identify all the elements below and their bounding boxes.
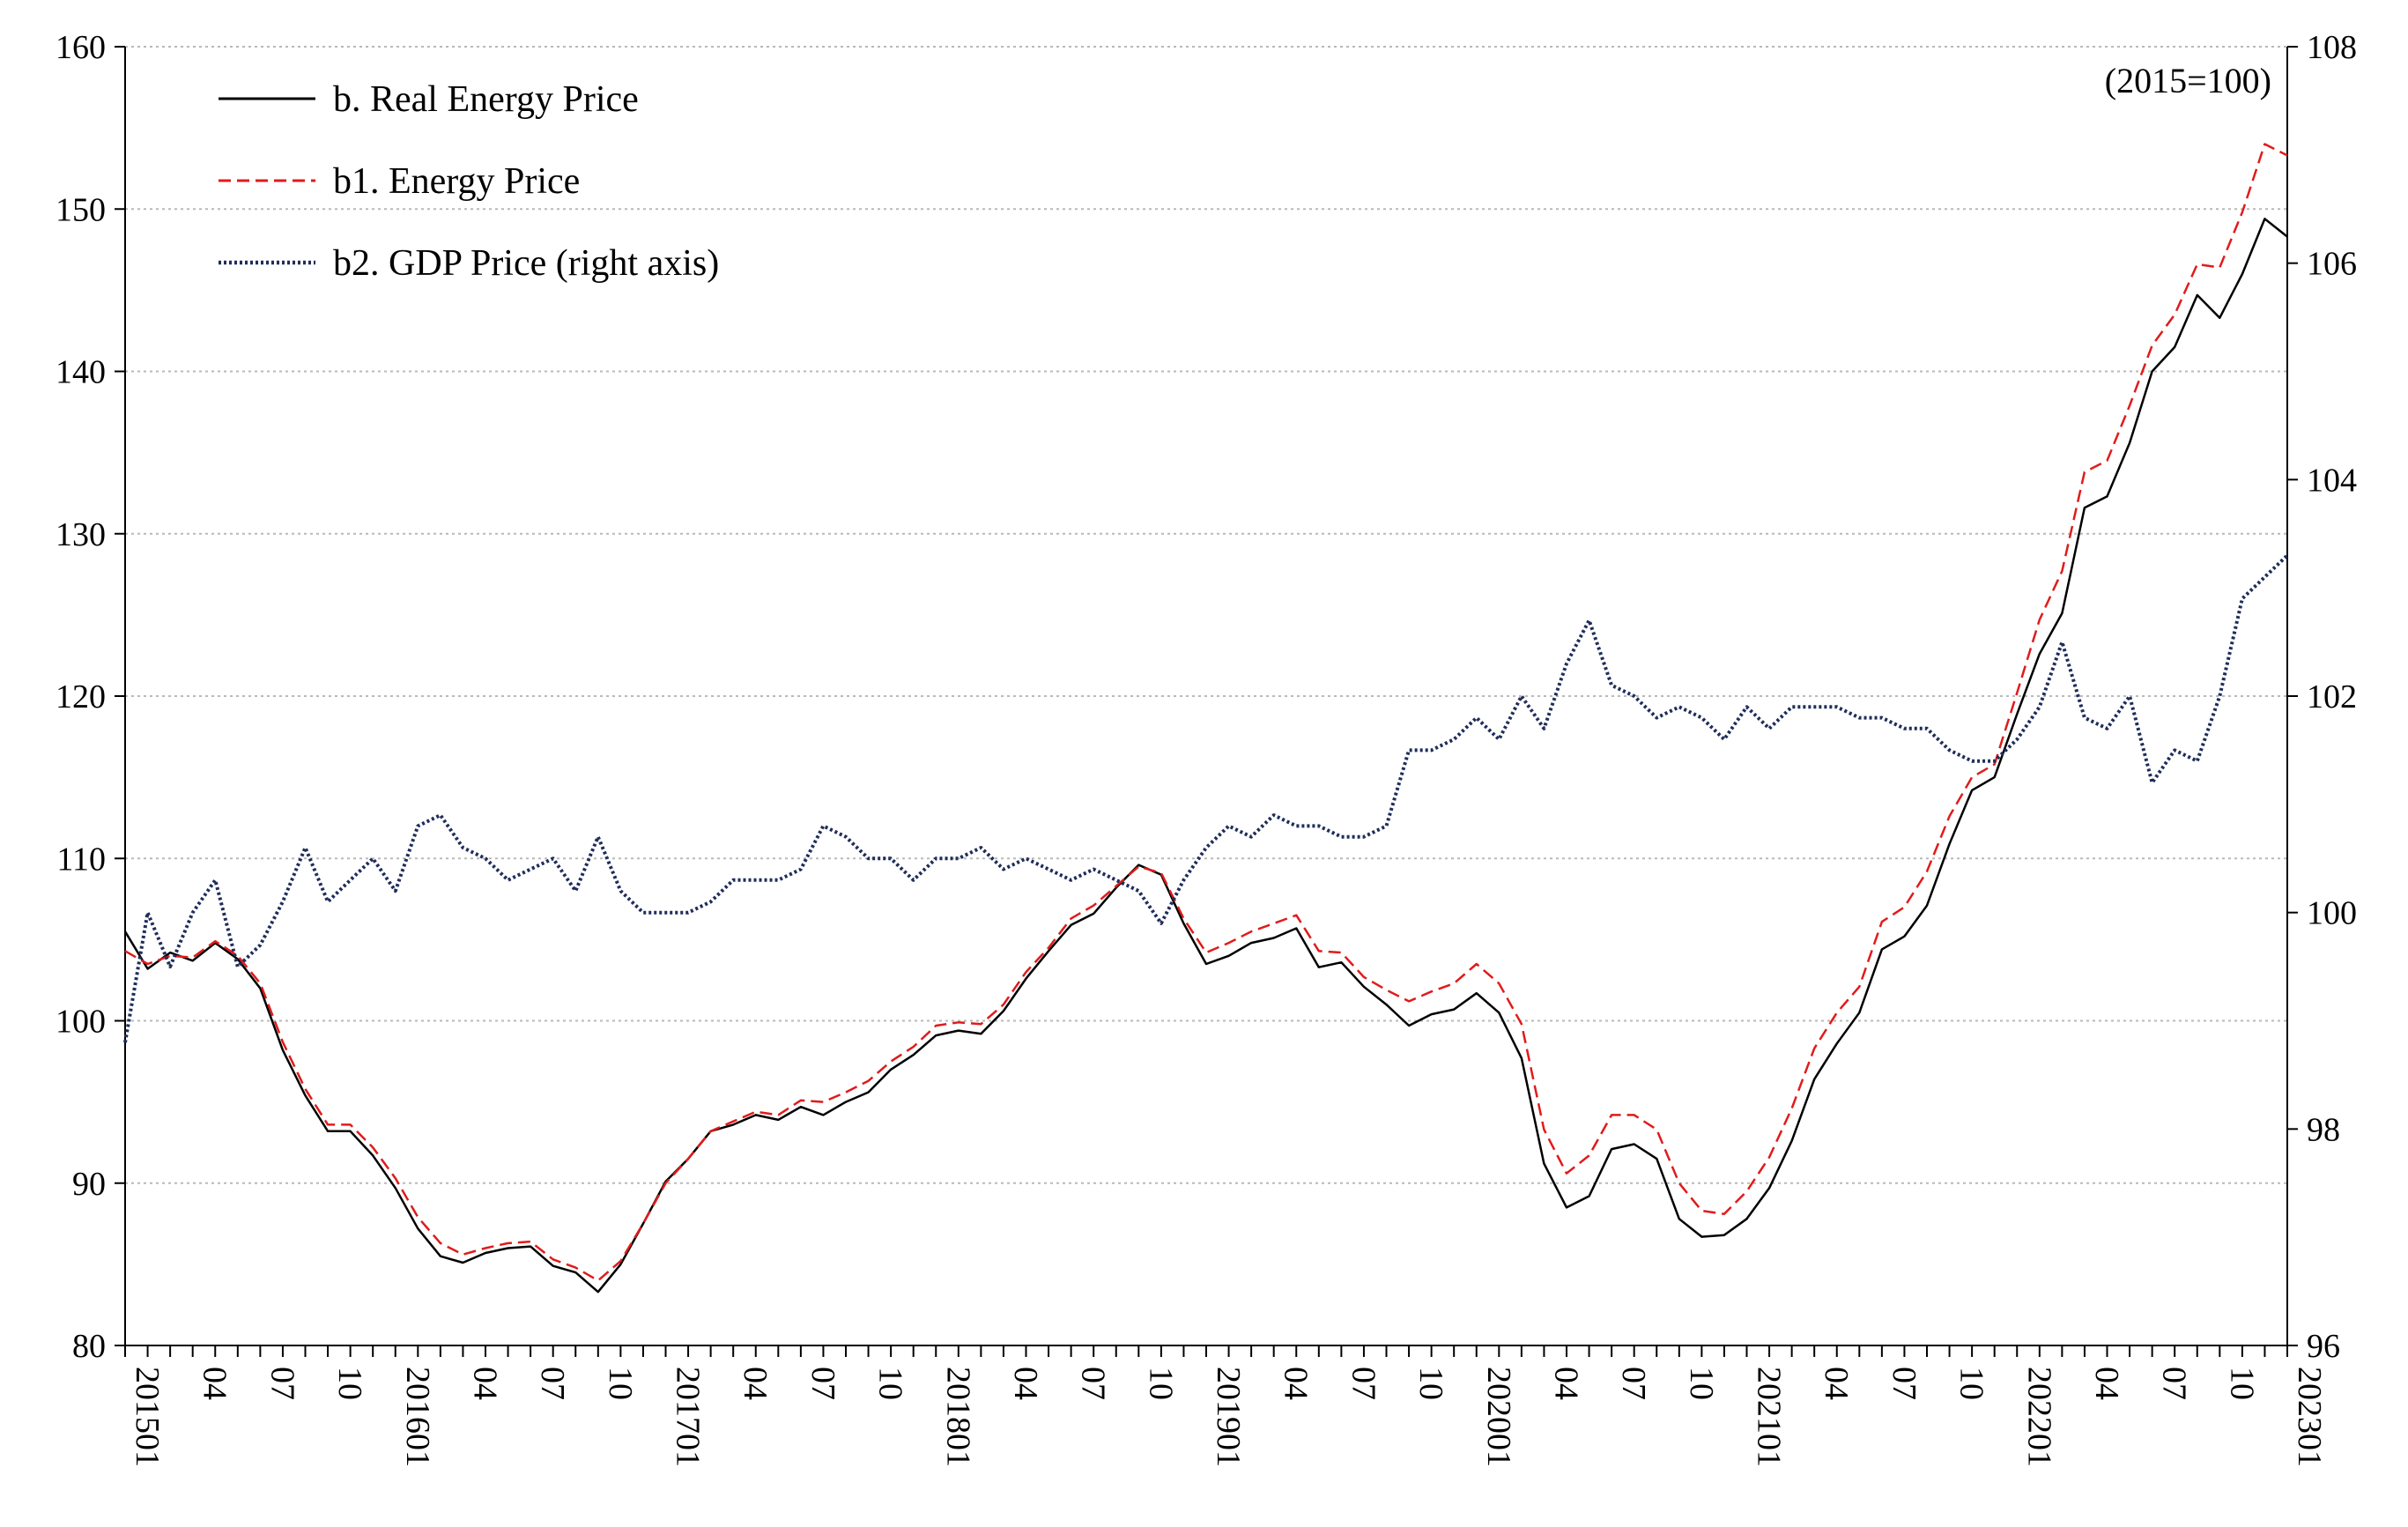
x-tick-label: 10 — [2223, 1367, 2260, 1400]
y-right-tick-label: 100 — [2307, 895, 2357, 932]
series-line-2 — [124, 143, 2288, 1282]
y-right-tick-label: 106 — [2307, 246, 2357, 283]
series-lines — [123, 143, 2289, 1294]
x-tick-label: 202001 — [1480, 1367, 1517, 1467]
x-tick-label: 201601 — [399, 1367, 436, 1467]
y-left-tick-label: 140 — [56, 354, 106, 391]
y-right-tick-label: 98 — [2307, 1111, 2340, 1148]
x-tick-label: 10 — [331, 1367, 368, 1400]
x-tick-label: 07 — [1615, 1367, 1652, 1400]
legend-label-3: b2. GDP Price (right axis) — [333, 243, 719, 284]
y-left-tick-label: 150 — [56, 191, 106, 228]
x-tick-label: 202301 — [2291, 1367, 2328, 1467]
x-tick-label: 04 — [196, 1367, 233, 1400]
x-tick-label: 10 — [1953, 1367, 1990, 1400]
x-tick-label: 07 — [1345, 1367, 1382, 1400]
y-right-tick-label: 108 — [2307, 29, 2357, 66]
base-year-note: (2015=100) — [2105, 61, 2271, 100]
x-tick-label: 201901 — [1210, 1367, 1247, 1467]
series-line-3 — [123, 553, 2289, 1043]
legend: b. Real Energy Price b1. Energy Price b2. … — [219, 79, 719, 284]
x-tick-label: 04 — [1818, 1367, 1855, 1400]
x-tick-label: 201501 — [129, 1367, 166, 1467]
x-tick-label: 202201 — [2020, 1367, 2057, 1467]
x-tick-label: 201801 — [939, 1367, 976, 1467]
x-tick-label: 04 — [2088, 1367, 2125, 1400]
y-left-tick-label: 120 — [56, 678, 106, 715]
y-left-axis: 80 90 100 110 120 130 140 150 160 — [56, 29, 125, 1365]
y-left-tick-label: 160 — [56, 29, 106, 66]
x-axis: 201501 04 07 10 201601 04 07 10 201701 04 07 10 2018… — [124, 1345, 2328, 1467]
x-tick-label: 04 — [1547, 1367, 1584, 1400]
x-tick-label: 04 — [466, 1367, 503, 1400]
x-tick-label: 04 — [1007, 1367, 1044, 1400]
x-tick-label: 07 — [2156, 1367, 2193, 1400]
x-tick-label: 04 — [1278, 1367, 1315, 1400]
y-right-axis: 96 98 100 102 104 106 108 — [2287, 29, 2357, 1365]
x-tick-label: 10 — [1412, 1367, 1449, 1400]
series-line-1 — [123, 218, 2288, 1294]
x-tick-label: 201701 — [670, 1367, 707, 1467]
x-tick-label: 07 — [263, 1367, 300, 1400]
x-tick-label: 10 — [1683, 1367, 1720, 1400]
legend-label-1: b. Real Energy Price — [333, 79, 639, 120]
y-right-tick-label: 104 — [2307, 462, 2357, 499]
x-tick-label: 10 — [872, 1367, 909, 1400]
x-tick-label: 202101 — [1751, 1367, 1788, 1467]
y-left-tick-label: 80 — [72, 1328, 106, 1365]
x-tick-label: 07 — [1075, 1367, 1112, 1400]
x-tick-label: 10 — [602, 1367, 639, 1400]
x-tick-label: 07 — [1886, 1367, 1923, 1400]
y-right-tick-label: 102 — [2307, 678, 2357, 715]
y-left-tick-label: 130 — [56, 516, 106, 553]
y-left-tick-label: 110 — [56, 841, 106, 878]
y-left-tick-label: 90 — [72, 1166, 106, 1203]
x-tick-label: 10 — [1142, 1367, 1179, 1400]
legend-label-2: b1. Energy Price — [333, 161, 580, 202]
y-right-tick-label: 96 — [2307, 1328, 2340, 1365]
gridlines — [125, 46, 2287, 1184]
x-tick-label: 07 — [804, 1367, 841, 1400]
x-tick-label: 07 — [534, 1367, 571, 1400]
x-tick-label: 04 — [737, 1367, 774, 1400]
y-left-tick-label: 100 — [56, 1004, 106, 1041]
